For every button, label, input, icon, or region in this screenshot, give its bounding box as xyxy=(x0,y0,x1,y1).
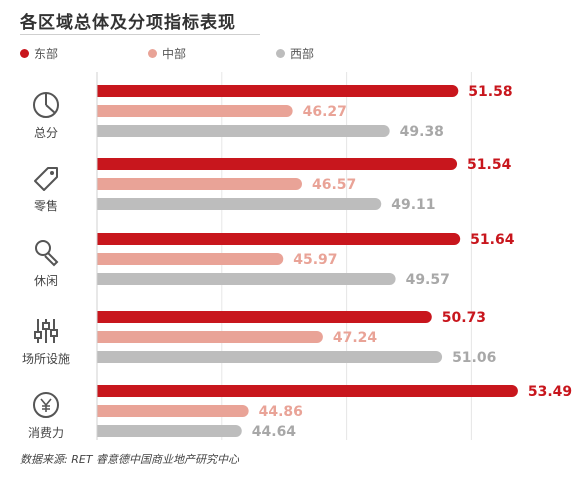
bar xyxy=(97,405,249,417)
data-label: 51.06 xyxy=(452,350,496,366)
sliders-icon xyxy=(34,319,58,343)
pie-chart-icon xyxy=(33,92,59,118)
legend-item-west: 西部 xyxy=(276,45,314,62)
category-label: 零售 xyxy=(34,198,58,213)
legend-item-east: 东部 xyxy=(20,45,58,62)
chart-title: 各区域总体及分项指标表现 xyxy=(20,13,236,33)
data-label: 44.86 xyxy=(259,404,303,420)
data-label: 51.58 xyxy=(468,84,512,100)
legend-label-central: 中部 xyxy=(162,46,187,61)
bar xyxy=(97,385,518,397)
category-label: 场所设施 xyxy=(22,352,70,366)
microphone-icon xyxy=(35,240,59,267)
legend-item-central: 中部 xyxy=(148,45,186,62)
category-label: 总分 xyxy=(34,126,58,140)
title-divider xyxy=(20,34,260,35)
category-label: 休闲 xyxy=(34,274,58,288)
legend-swatch-west xyxy=(276,48,286,58)
bar xyxy=(97,178,302,190)
data-label: 51.54 xyxy=(467,157,512,173)
yen-coin-icon xyxy=(33,392,59,418)
legend-swatch-east xyxy=(20,48,29,58)
data-label: 51.64 xyxy=(470,232,515,248)
legend-label-east: 东部 xyxy=(34,46,59,61)
bar xyxy=(97,125,390,137)
bar xyxy=(97,158,458,170)
legend-label-west: 西部 xyxy=(290,46,315,61)
data-label: 50.73 xyxy=(442,310,486,326)
data-label: 53.49 xyxy=(528,384,572,400)
data-source-note: 数据来源: RET 睿意德中国商业地产研究中心 xyxy=(20,453,240,466)
bar xyxy=(97,233,461,245)
bar xyxy=(97,253,284,265)
data-label: 49.57 xyxy=(406,272,450,288)
bar xyxy=(97,198,382,210)
bar xyxy=(97,351,443,363)
data-label: 47.24 xyxy=(333,330,378,346)
data-label: 49.38 xyxy=(400,124,444,140)
data-label: 44.64 xyxy=(252,424,297,440)
data-label: 46.27 xyxy=(303,104,347,120)
price-tag-icon xyxy=(34,167,58,191)
data-label: 49.11 xyxy=(391,197,435,213)
data-label: 45.97 xyxy=(293,252,337,268)
bar xyxy=(97,425,242,437)
bar xyxy=(97,311,432,323)
category-label: 消费力 xyxy=(28,426,64,440)
bar xyxy=(97,331,323,343)
bar xyxy=(97,273,396,285)
legend-swatch-central xyxy=(148,48,158,58)
legend: 东部 中部 西部 xyxy=(20,44,404,62)
bar xyxy=(97,85,459,97)
data-label: 46.57 xyxy=(312,177,356,193)
bar xyxy=(97,105,293,117)
